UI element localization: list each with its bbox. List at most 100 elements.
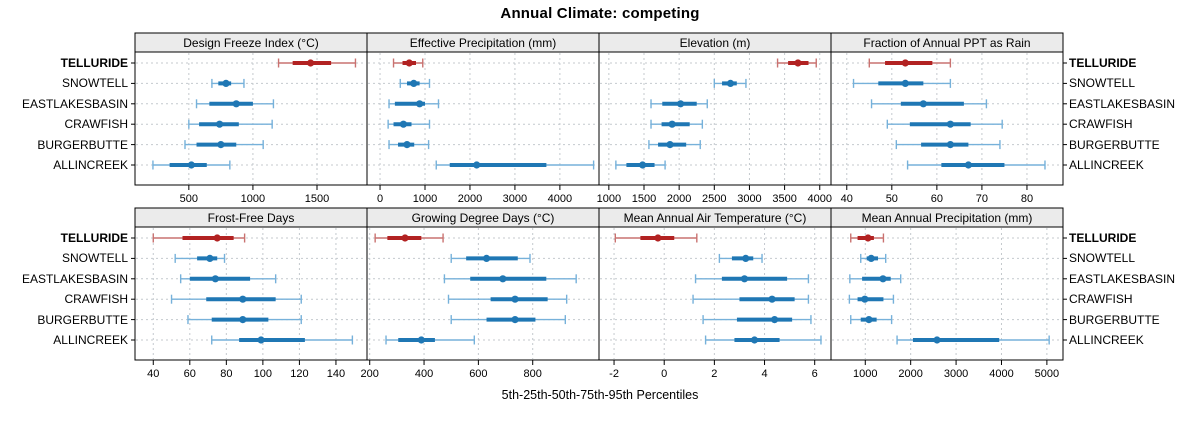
median-dot — [499, 275, 507, 283]
median-dot — [410, 79, 418, 87]
median-dot — [403, 141, 411, 149]
percentile-glyph — [702, 315, 812, 325]
median-dot — [865, 316, 873, 324]
x-tick-label: 60 — [931, 193, 943, 205]
x-tick-label: 1000 — [597, 193, 621, 205]
median-dot — [740, 275, 749, 283]
x-tick-label: 4000 — [808, 193, 832, 205]
percentile-glyph — [388, 99, 440, 109]
panel: 40 60 80 100 120 140 Frost-Free Days — [131, 207, 368, 380]
median-dot — [794, 59, 802, 67]
median-dot — [511, 316, 519, 324]
x-tick-label: 1500 — [632, 193, 656, 205]
percentile-glyph — [896, 335, 1050, 345]
median-dot — [742, 254, 750, 262]
panel-frame — [830, 226, 1064, 361]
percentile-glyph — [776, 58, 817, 68]
percentile-glyph — [713, 78, 747, 88]
percentile-glyph — [385, 335, 476, 345]
panel: 200 400 600 800 Growing Degree Days (°C) — [361, 207, 600, 380]
percentile-glyph — [648, 140, 701, 150]
panel-frame — [134, 226, 368, 361]
x-tick-label: 4000 — [989, 368, 1013, 380]
percentile-glyph — [868, 58, 952, 68]
median-dot — [901, 79, 909, 87]
strip-title: Mean Annual Air Temperature (°C) — [624, 211, 807, 225]
percentile-glyph — [374, 233, 444, 243]
strip-header — [830, 207, 1064, 228]
percentile-glyph — [650, 119, 704, 129]
median-dot — [307, 59, 315, 67]
x-tick-label: 0 — [661, 368, 667, 380]
strip-title: Mean Annual Precipitation (mm) — [862, 211, 1033, 225]
x-tick-label: 40 — [841, 193, 853, 205]
percentile-glyph — [447, 294, 568, 304]
panel-frame — [134, 51, 368, 186]
median-dot — [867, 254, 875, 262]
percentile-glyph — [388, 140, 430, 150]
x-tick-label: 3000 — [944, 368, 968, 380]
percentile-glyph — [179, 274, 277, 284]
median-dot — [222, 79, 230, 87]
percentile-glyph — [387, 119, 431, 129]
median-dot — [676, 100, 685, 108]
percentile-glyph — [848, 294, 895, 304]
x-tick-label: 140 — [327, 368, 345, 380]
x-tick-label: -2 — [609, 368, 619, 380]
x-tick-label: 1000 — [413, 193, 437, 205]
percentile-glyph — [152, 160, 231, 170]
median-dot — [901, 59, 909, 67]
median-dot — [666, 141, 674, 149]
x-tick-label: 1500 — [305, 193, 329, 205]
percentile-glyph — [692, 294, 810, 304]
panel: 500 1000 1500 Design Freeze Index (°C) — [131, 32, 368, 205]
x-tick-label: 600 — [469, 368, 487, 380]
x-tick-label: 1000 — [853, 368, 877, 380]
x-tick-label: 800 — [524, 368, 542, 380]
x-tick-label: 40 — [147, 368, 159, 380]
x-tick-label: 2000 — [458, 193, 482, 205]
strip-title: Growing Degree Days (°C) — [412, 211, 555, 225]
percentile-glyph — [450, 315, 567, 325]
strip-title: Elevation (m) — [680, 36, 751, 50]
median-dot — [399, 120, 408, 128]
median-dot — [211, 275, 219, 283]
x-tick-label: 0 — [377, 193, 383, 205]
median-dot — [919, 100, 927, 108]
median-dot — [654, 234, 662, 242]
median-dot — [964, 161, 972, 169]
median-dot — [215, 120, 224, 128]
percentile-glyph — [399, 78, 431, 88]
median-dot — [861, 295, 869, 303]
x-tick-label: 6 — [812, 368, 818, 380]
percentile-glyph — [174, 253, 226, 263]
median-dot — [770, 316, 779, 324]
x-tick-label: 80 — [220, 368, 232, 380]
x-tick-label: 4000 — [548, 193, 572, 205]
median-dot — [482, 254, 491, 262]
percentile-glyph — [152, 233, 246, 243]
percentile-glyph — [870, 99, 988, 109]
percentile-glyph — [277, 58, 357, 68]
percentile-glyph — [614, 233, 698, 243]
median-dot — [213, 234, 221, 242]
x-tick-label: 2 — [711, 368, 717, 380]
median-dot — [401, 234, 409, 242]
x-tick-label: 2000 — [667, 193, 691, 205]
median-dot — [511, 295, 519, 303]
percentile-glyph — [852, 78, 952, 88]
median-dot — [232, 100, 240, 108]
percentile-glyph — [170, 294, 302, 304]
panel-frame — [366, 226, 600, 361]
panel-frame — [598, 51, 832, 186]
median-dot — [206, 254, 214, 262]
median-dot — [405, 59, 413, 67]
x-tick-label: 3000 — [737, 193, 761, 205]
median-dot — [726, 79, 735, 87]
percentile-glyph — [895, 140, 1001, 150]
strip-title: Frost-Free Days — [208, 211, 295, 225]
panel: 0 1000 2000 3000 4000 Effective Precipitation… — [366, 32, 600, 205]
median-dot — [187, 161, 195, 169]
x-tick-label: 5000 — [1035, 368, 1059, 380]
